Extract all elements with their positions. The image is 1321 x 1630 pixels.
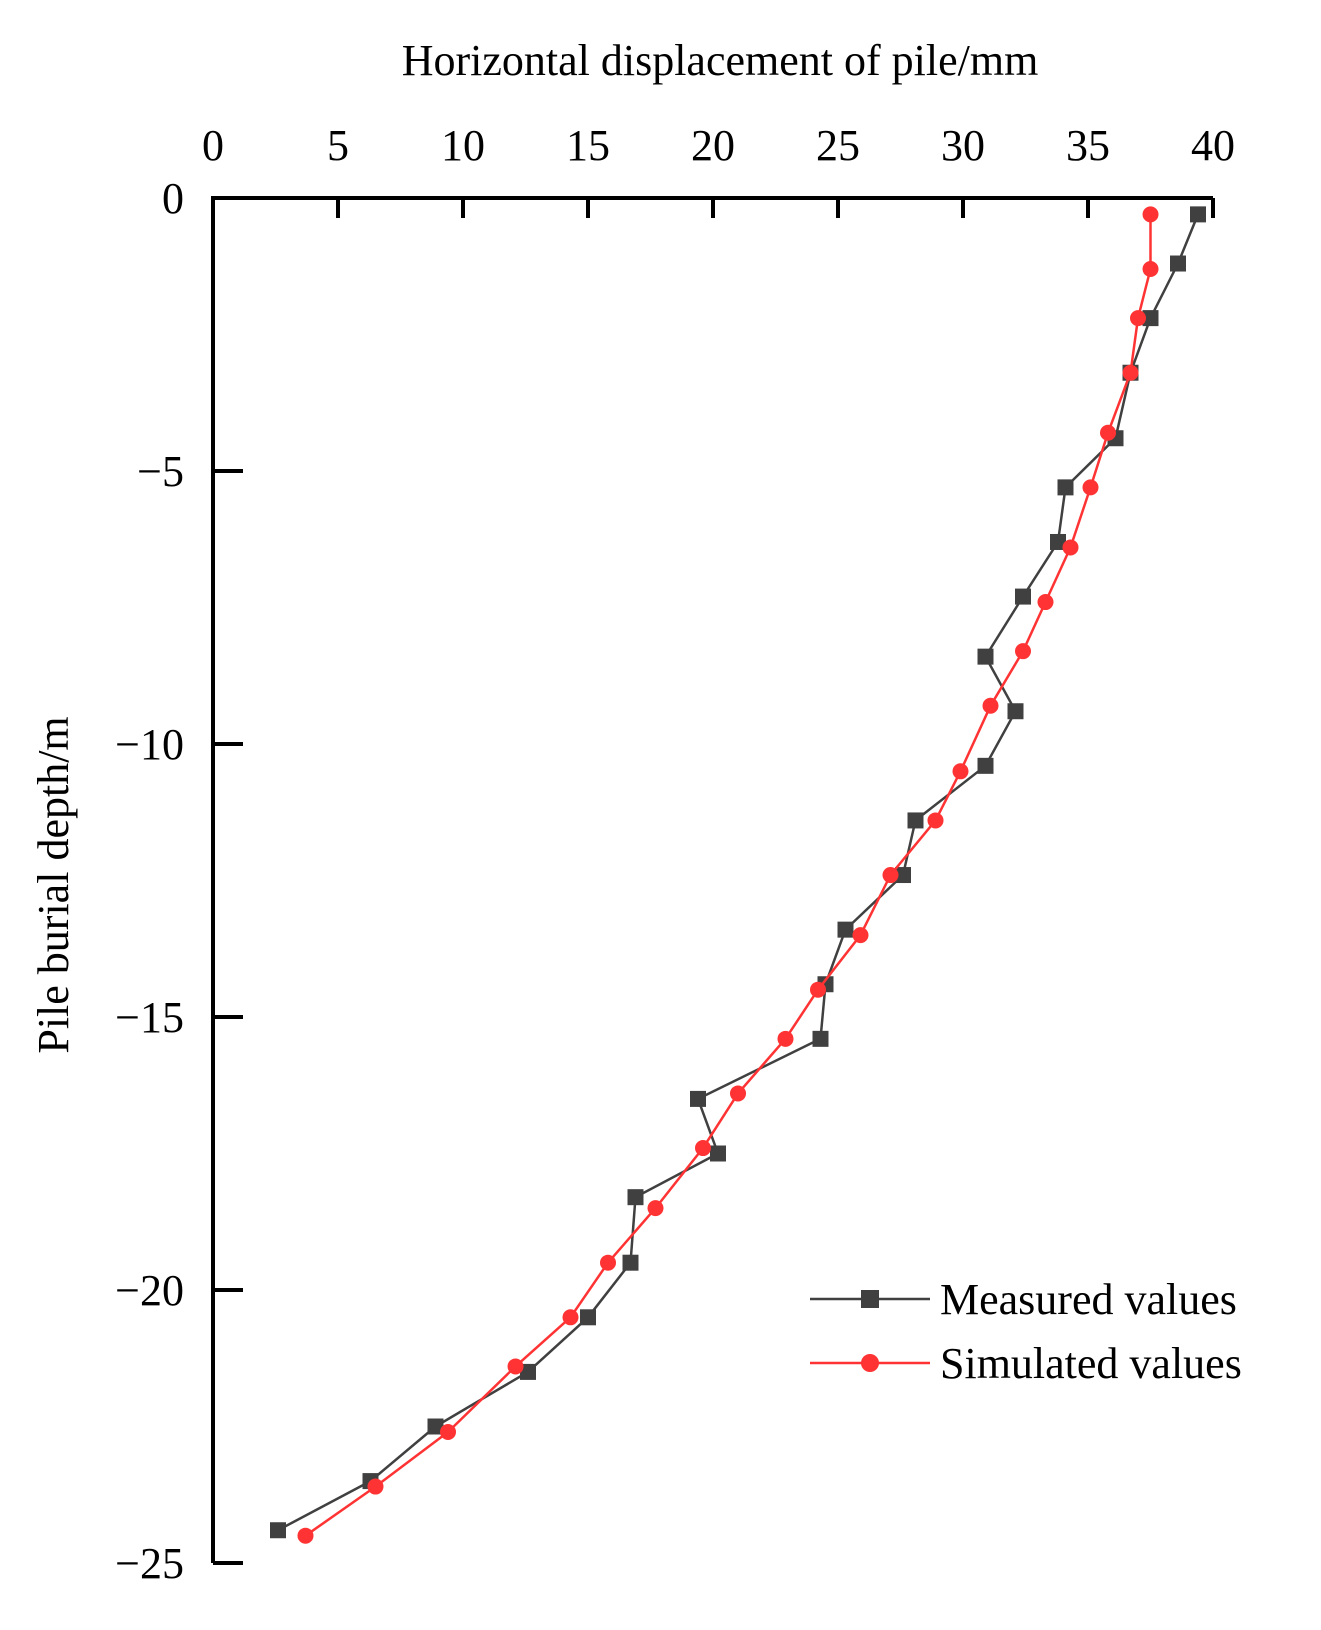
- data-point: [952, 763, 969, 780]
- x-tick-label: 10: [441, 121, 485, 170]
- y-tick-label: −25: [115, 1539, 184, 1588]
- data-point: [812, 1030, 829, 1047]
- data-point: [427, 1418, 444, 1435]
- data-point: [600, 1254, 616, 1271]
- y-axis-ticks: 0 −5 −10 −15 −20 −25: [115, 174, 243, 1588]
- data-point: [777, 1030, 794, 1047]
- data-point: [520, 1363, 536, 1380]
- x-tick-label: 30: [941, 121, 985, 170]
- data-point: [1062, 539, 1079, 556]
- data-point: [507, 1358, 524, 1375]
- legend-label-measured: Measured values: [940, 1275, 1237, 1324]
- y-tick-label: −15: [115, 993, 184, 1042]
- data-point: [297, 1527, 314, 1544]
- data-point: [895, 867, 911, 884]
- data-point: [1142, 310, 1159, 327]
- data-point: [710, 1145, 726, 1162]
- x-tick-label: 20: [691, 121, 735, 170]
- x-axis-ticks: 0 5 10 15 20 25 30 35 40: [202, 121, 1235, 218]
- data-point: [1015, 643, 1031, 660]
- y-tick-label: −20: [115, 1266, 184, 1315]
- data-point: [977, 757, 994, 774]
- data-point: [627, 1189, 644, 1206]
- legend-label-simulated: Simulated values: [940, 1339, 1242, 1388]
- data-point: [695, 1140, 711, 1157]
- x-tick-label: 5: [327, 121, 349, 170]
- data-point: [270, 1522, 286, 1539]
- legend: Measured values Simulated values: [810, 1275, 1242, 1388]
- data-point: [367, 1478, 384, 1495]
- y-tick-label: −10: [115, 720, 184, 769]
- data-point: [1130, 310, 1146, 327]
- data-point: [440, 1423, 456, 1440]
- series-line: [277, 213, 1200, 1532]
- data-point: [977, 648, 994, 665]
- x-tick-label: 15: [566, 121, 610, 170]
- data-point: [647, 1200, 664, 1217]
- data-point: [1082, 479, 1099, 496]
- x-axis-title: Horizontal displacement of pile/mm: [402, 36, 1039, 85]
- data-point: [690, 1090, 706, 1107]
- data-point: [882, 867, 899, 884]
- data-point: [837, 921, 854, 938]
- data-point: [1007, 703, 1024, 720]
- data-point: [1142, 260, 1159, 277]
- data-point: [982, 697, 999, 714]
- y-tick-label: 0: [162, 174, 184, 223]
- x-tick-label: 25: [816, 121, 860, 170]
- series-simulated-values: [297, 206, 1159, 1544]
- legend-marker-measured: [861, 1290, 879, 1308]
- legend-marker-simulated: [861, 1354, 879, 1372]
- data-point: [1142, 206, 1159, 223]
- series-line: [304, 214, 1152, 1537]
- y-tick-label: −5: [137, 447, 184, 496]
- data-point: [1057, 479, 1074, 496]
- y-axis-title: Pile burial depth/m: [29, 716, 78, 1053]
- x-tick-label: 35: [1066, 121, 1110, 170]
- data-point: [852, 927, 869, 944]
- x-tick-label: 0: [202, 121, 224, 170]
- data-point: [1190, 206, 1206, 223]
- data-point: [927, 812, 944, 829]
- data-point: [810, 981, 826, 998]
- data-point: [1050, 533, 1066, 550]
- data-point: [562, 1309, 579, 1326]
- data-point: [622, 1254, 639, 1271]
- data-point: [1170, 255, 1186, 272]
- x-tick-label: 40: [1191, 121, 1235, 170]
- data-point: [907, 812, 924, 829]
- data-point: [1015, 588, 1031, 605]
- data-point: [1122, 364, 1139, 381]
- data-point: [1037, 594, 1054, 611]
- data-point: [730, 1085, 746, 1102]
- data-point: [580, 1309, 596, 1326]
- series-layer: [270, 206, 1206, 1544]
- data-point: [1100, 424, 1116, 441]
